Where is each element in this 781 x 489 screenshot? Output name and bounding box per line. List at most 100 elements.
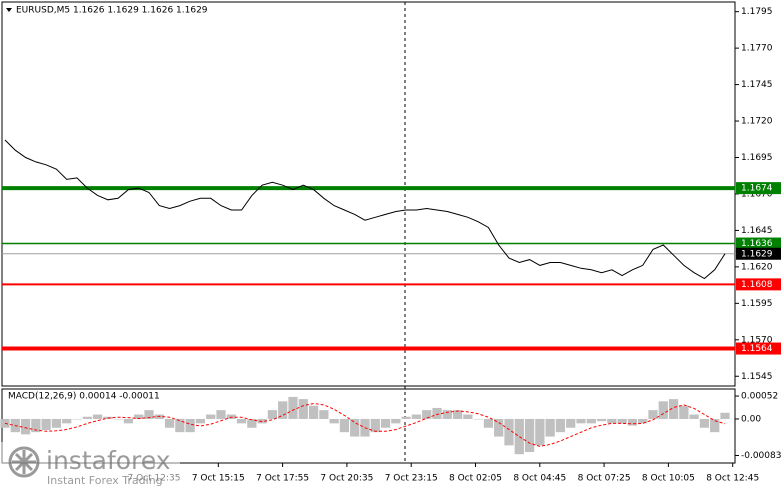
macd-bar	[350, 418, 360, 437]
macd-bar	[576, 418, 586, 424]
macd-bar	[62, 418, 72, 424]
macd-bar	[638, 418, 648, 424]
level-label: 1.1629	[741, 249, 773, 259]
macd-bar	[432, 407, 442, 419]
macd-y-tick-label: 0.00	[741, 414, 761, 424]
level-label-bg	[736, 342, 781, 355]
level-label-bg	[736, 247, 781, 260]
macd-bar	[339, 418, 350, 433]
y-tick-label: 1.1570	[741, 335, 773, 345]
macd-bar	[195, 418, 206, 424]
macd-bar	[370, 418, 380, 433]
macd-bar	[216, 410, 226, 419]
level-label-bg	[736, 182, 781, 195]
macd-bar	[20, 418, 31, 435]
macd-bar	[463, 414, 473, 419]
x-tick-label: 7 Oct 17:55	[256, 474, 309, 484]
macd-bar	[113, 418, 123, 420]
y-tick-label: 1.1770	[741, 44, 773, 54]
macd-bar	[494, 418, 504, 437]
macd-bar	[380, 418, 391, 428]
macd-bar	[31, 418, 41, 433]
menu-arrow	[6, 8, 12, 12]
logo-star	[12, 450, 36, 474]
level-label: 1.1674	[741, 184, 773, 194]
y-tick-label: 1.1720	[741, 117, 773, 127]
macd-bar	[689, 414, 699, 419]
macd-bar	[627, 418, 638, 426]
y-tick-label: 1.1595	[741, 299, 773, 309]
macd-bar	[710, 418, 720, 433]
macd-bar	[596, 418, 607, 422]
macd-bar	[658, 401, 668, 419]
y-tick-label: 1.1745	[741, 80, 773, 90]
macd-bar	[164, 418, 175, 428]
macd-bar	[206, 414, 216, 419]
watermark-tagline: Instant Forex Trading	[47, 474, 163, 487]
level-label: 1.1608	[741, 280, 773, 290]
macd-bar	[41, 418, 51, 430]
macd-bar	[329, 418, 339, 424]
macd-bar	[473, 418, 483, 420]
logo-ring	[8, 446, 40, 478]
y-tick-label: 1.1695	[741, 153, 773, 163]
macd-bar	[185, 418, 195, 433]
macd-bar	[288, 396, 298, 419]
macd-bar	[422, 410, 432, 419]
macd-bar	[555, 418, 566, 433]
macd-bar	[236, 418, 247, 424]
level-label-bg	[736, 278, 781, 291]
macd-bar	[504, 418, 514, 446]
macd-bar	[267, 410, 278, 419]
y-tick-label: 1.1645	[741, 226, 773, 236]
macd-y-tick-label: -0.00083	[741, 451, 781, 461]
macd-bar	[586, 418, 596, 424]
macd-bar	[535, 418, 545, 446]
macd-bar	[607, 418, 617, 424]
macd-bar	[319, 410, 329, 419]
level-label: 1.1636	[741, 239, 773, 249]
x-tick-label: 7 Oct 15:15	[192, 474, 245, 484]
macd-bar	[123, 418, 134, 424]
x-tick-label: 8 Oct 12:45	[706, 474, 759, 484]
macd-bar	[175, 418, 185, 433]
macd-bar	[401, 416, 411, 419]
x-tick-label: 8 Oct 02:05	[449, 474, 502, 484]
watermark-brand: instaforex	[46, 446, 171, 475]
macd-bar	[134, 414, 144, 419]
watermark: instaforex Instant Forex Trading	[0, 442, 180, 489]
macd-bar	[524, 418, 535, 452]
x-tick-label: 7 Oct 20:35	[320, 474, 373, 484]
macd-bar	[617, 418, 627, 424]
macd-y-tick-label: 0.00052	[741, 392, 778, 402]
macd-bar	[247, 418, 257, 428]
macd-bar	[51, 418, 62, 428]
macd-bar	[308, 405, 319, 419]
x-tick-label: 8 Oct 10:05	[642, 474, 695, 484]
macd-bar	[648, 410, 658, 419]
macd-bar	[566, 418, 576, 428]
y-tick-label: 1.1670	[741, 189, 773, 199]
macd-bar	[483, 418, 494, 428]
macd-bar	[0, 418, 10, 428]
macd-bar	[699, 418, 710, 428]
macd-title: MACD(12,26,9) 0.00014 -0.00011	[8, 392, 160, 402]
macd-bar	[514, 418, 524, 455]
y-tick-label: 1.1545	[741, 372, 773, 382]
macd-bar	[92, 414, 103, 419]
chart-title: EURUSD,M5 1.1626 1.1629 1.1626 1.1629	[16, 6, 208, 16]
level-label-bg	[736, 237, 781, 250]
y-tick-label: 1.1795	[741, 7, 773, 17]
macd-bar	[452, 410, 463, 419]
macd-bar	[411, 414, 422, 419]
marks: 1.17951.17701.17451.17201.16951.16701.16…	[0, 7, 781, 484]
macd-bar	[442, 410, 452, 419]
macd-bar	[278, 401, 288, 419]
x-tick-label: 8 Oct 07:25	[578, 474, 631, 484]
macd-bar	[298, 399, 308, 419]
macd-bar	[545, 418, 555, 437]
macd-bar	[391, 418, 401, 424]
price-line	[4, 139, 726, 280]
